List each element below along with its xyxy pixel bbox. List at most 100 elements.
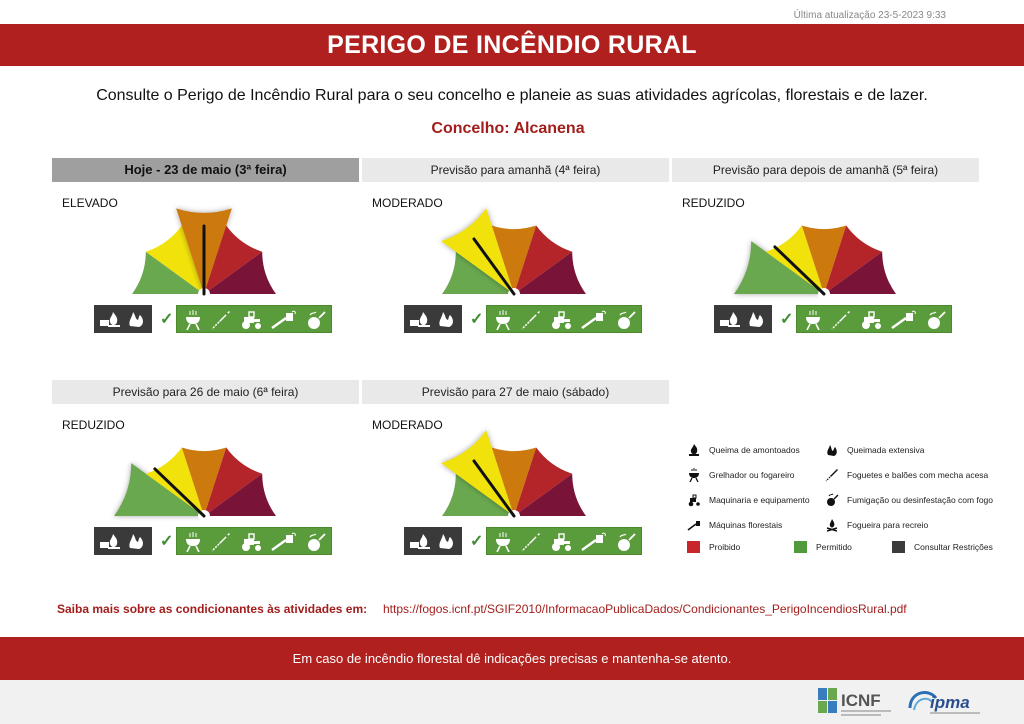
footer-banner: Em caso de incêndio florestal dê indicaç… — [0, 637, 1024, 680]
rocket-icon — [521, 533, 540, 552]
pile-fire-icon — [689, 444, 699, 456]
logos-bar: ICNF ipma — [0, 680, 1024, 724]
rocket-icon — [211, 311, 230, 330]
gauge-segment — [734, 241, 824, 294]
fumigation-icon — [618, 311, 636, 329]
campfire-icon — [826, 519, 838, 532]
gauge-segment — [204, 447, 263, 516]
gauge-segment — [442, 251, 514, 294]
tractor-icon — [862, 311, 881, 329]
forecast-panel: Previsão para 26 de maio (6ª feira) REDU… — [52, 380, 359, 560]
fumigation-icon — [928, 311, 946, 329]
gauge-segment — [765, 225, 824, 294]
gauge-segment — [181, 447, 227, 516]
pile-fire-icon — [410, 534, 430, 549]
grill-icon — [186, 310, 200, 330]
consultar-swatch — [892, 541, 905, 553]
chainsaw-icon — [271, 532, 296, 551]
gauge-segment — [514, 473, 586, 516]
pile-fire-icon — [720, 312, 740, 327]
gauge-segment — [514, 251, 586, 294]
chainsaw-icon — [581, 310, 606, 329]
rocket-icon — [521, 311, 540, 330]
danger-level: ELEVADO — [62, 196, 118, 210]
svg-text:ipma: ipma — [930, 693, 970, 712]
gauge-needle — [773, 245, 826, 296]
check-icon: ✓ — [780, 311, 794, 328]
panel-header: Previsão para 27 de maio (sábado) — [362, 380, 669, 404]
check-icon: ✓ — [160, 311, 174, 328]
extensive-fire-icon — [749, 312, 763, 327]
gauge-segment — [824, 251, 896, 294]
gauge-segment — [145, 447, 204, 516]
permitted-activities — [176, 305, 332, 333]
pile-fire-icon — [100, 534, 120, 549]
gauge-segment — [204, 251, 276, 294]
restricted-activities — [404, 527, 462, 555]
tractor-icon — [688, 494, 700, 507]
danger-gauge — [441, 208, 586, 300]
legend: Queima de amontoados Queimada extensiva … — [687, 443, 1007, 558]
tractor-icon — [552, 533, 571, 551]
extensive-fire-icon — [439, 534, 453, 549]
fumigation-icon — [308, 311, 326, 329]
gauge-segment — [441, 208, 514, 294]
grill-icon — [496, 310, 510, 330]
forecast-panel: Hoje - 23 de maio (3ª feira) ELEVADO ✓ — [52, 158, 359, 338]
restricted-activities — [94, 305, 152, 333]
danger-gauge — [114, 447, 276, 522]
grill-icon — [496, 532, 510, 552]
gauge-needle — [472, 459, 516, 518]
pile-fire-icon — [410, 312, 430, 327]
forecast-panel: Previsão para 27 de maio (sábado) MODERA… — [362, 380, 669, 560]
tractor-icon — [242, 311, 261, 329]
conditions-link[interactable]: https://fogos.icnf.pt/SGIF2010/Informaca… — [383, 602, 907, 616]
gauge-segment — [514, 447, 573, 516]
rocket-icon — [211, 533, 230, 552]
restricted-activities — [714, 305, 772, 333]
extensive-fire-icon — [827, 445, 837, 456]
gauge-segment — [145, 225, 204, 294]
more-info-label: Saiba mais sobre as condicionantes às at… — [57, 602, 368, 616]
page-title: PERIGO DE INCÊNDIO RURAL — [0, 24, 1024, 66]
gauge-segment — [491, 225, 537, 294]
gauge-needle — [153, 467, 206, 518]
gauge-needle — [472, 237, 516, 296]
fumigation-icon — [827, 493, 839, 506]
panel-header: Previsão para 26 de maio (6ª feira) — [52, 380, 359, 404]
forecast-panel: Previsão para depois de amanhã (5ª feira… — [672, 158, 979, 338]
danger-level: REDUZIDO — [62, 418, 125, 432]
danger-level: MODERADO — [372, 418, 443, 432]
grill-icon — [689, 468, 699, 482]
permitted-activities — [176, 527, 332, 555]
permitted-activities — [796, 305, 952, 333]
grill-icon — [806, 310, 820, 330]
icnf-logo: ICNF — [818, 688, 891, 716]
danger-gauge — [132, 208, 276, 300]
forecast-panel: Previsão para amanhã (4ª feira) MODERADO… — [362, 158, 669, 338]
danger-gauge — [441, 430, 586, 522]
permitted-activities — [486, 305, 642, 333]
intro-text: Consulte o Perigo de Incêndio Rural para… — [96, 87, 928, 104]
tractor-icon — [552, 311, 571, 329]
fumigation-icon — [618, 533, 636, 551]
extensive-fire-icon — [129, 312, 143, 327]
rocket-icon — [825, 469, 838, 482]
restricted-activities — [404, 305, 462, 333]
chainsaw-icon — [271, 310, 296, 329]
proibido-swatch — [687, 541, 700, 553]
panel-header: Hoje - 23 de maio (3ª feira) — [52, 158, 359, 182]
gauge-segment — [514, 225, 573, 294]
extensive-fire-icon — [129, 534, 143, 549]
chainsaw-icon — [687, 521, 700, 531]
permitido-swatch — [794, 541, 807, 553]
restricted-activities — [94, 527, 152, 555]
panel-header: Previsão para depois de amanhã (5ª feira… — [672, 158, 979, 182]
extensive-fire-icon — [439, 312, 453, 327]
chainsaw-icon — [891, 310, 916, 329]
grill-icon — [186, 532, 200, 552]
gauge-segment — [204, 473, 276, 516]
gauge-segment — [132, 251, 204, 294]
panel-header: Previsão para amanhã (4ª feira) — [362, 158, 669, 182]
check-icon: ✓ — [160, 533, 174, 550]
